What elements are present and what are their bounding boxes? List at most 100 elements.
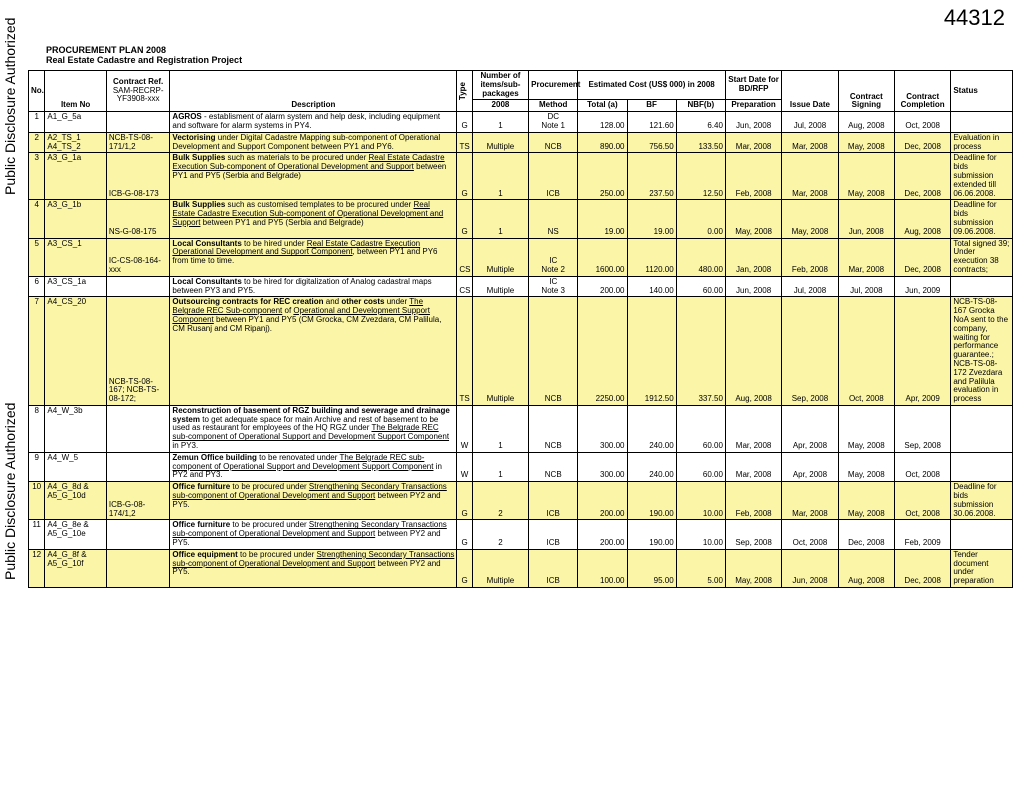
table-cell: 200.00 bbox=[578, 276, 627, 297]
table-cell: 10 bbox=[29, 482, 45, 520]
table-cell: Mar, 2008 bbox=[838, 238, 894, 276]
table-cell: A3_G_1b bbox=[45, 200, 106, 238]
table-cell: Outsourcing contracts for REC creation a… bbox=[170, 297, 457, 406]
table-cell: Deadline for bids submission 30.06.2008. bbox=[951, 482, 1013, 520]
table-row: 3A3_G_1aICB-G-08-173Bulk Supplies such a… bbox=[29, 153, 1013, 200]
table-cell: ICB bbox=[529, 153, 578, 200]
table-cell: 1 bbox=[29, 112, 45, 133]
table-cell: Mar, 2008 bbox=[782, 132, 838, 153]
table-cell: 890.00 bbox=[578, 132, 627, 153]
table-cell: Reconstruction of basement of RGZ buildi… bbox=[170, 405, 457, 452]
table-cell: Apr, 2008 bbox=[782, 452, 838, 481]
table-cell: Mar, 2008 bbox=[725, 452, 781, 481]
table-cell: G bbox=[457, 520, 472, 549]
table-cell: 128.00 bbox=[578, 112, 627, 133]
table-cell: G bbox=[457, 549, 472, 587]
table-cell: G bbox=[457, 112, 472, 133]
table-cell: A4_W_3b bbox=[45, 405, 106, 452]
table-cell: Office equipment to be procured under St… bbox=[170, 549, 457, 587]
table-cell bbox=[951, 520, 1013, 549]
table-cell: May, 2008 bbox=[838, 405, 894, 452]
table-row: 1A1_G_5aAGROS - establisment of alarm sy… bbox=[29, 112, 1013, 133]
table-cell: Multiple bbox=[472, 238, 528, 276]
table-cell: Aug, 2008 bbox=[838, 112, 894, 133]
table-cell: 0.00 bbox=[676, 200, 725, 238]
table-cell: Apr, 2008 bbox=[782, 405, 838, 452]
hdr-est: Estimated Cost (US$ 000) in 2008 bbox=[578, 71, 726, 100]
table-cell: 9 bbox=[29, 452, 45, 481]
table-cell: Oct, 2008 bbox=[894, 482, 950, 520]
table-cell: A4_G_8f & A5_G_10f bbox=[45, 549, 106, 587]
table-cell: A3_CS_1 bbox=[45, 238, 106, 276]
table-cell: May, 2008 bbox=[725, 549, 781, 587]
table-cell: NCB bbox=[529, 132, 578, 153]
table-cell: 200.00 bbox=[578, 482, 627, 520]
hdr-comp: ContractCompletion bbox=[894, 71, 950, 112]
table-row: 2A2_TS_1 A4_TS_2NCB-TS-08-171/1,2Vectori… bbox=[29, 132, 1013, 153]
table-cell: Bulk Supplies such as materials to be pr… bbox=[170, 153, 457, 200]
table-cell: W bbox=[457, 452, 472, 481]
table-cell: Sep, 2008 bbox=[894, 405, 950, 452]
table-cell: TS bbox=[457, 132, 472, 153]
table-cell: 6 bbox=[29, 276, 45, 297]
table-cell: 12.50 bbox=[676, 153, 725, 200]
table-row: 12A4_G_8f & A5_G_10fOffice equipment to … bbox=[29, 549, 1013, 587]
table-cell: Oct, 2008 bbox=[894, 452, 950, 481]
table-cell: Oct, 2008 bbox=[838, 297, 894, 406]
table-cell: 6.40 bbox=[676, 112, 725, 133]
hdr-pkg2: 2008 bbox=[472, 100, 528, 112]
table-row: 10A4_G_8d & A5_G_10dICB-G-08-174/1,2Offi… bbox=[29, 482, 1013, 520]
table-cell: Office furniture to be procured under St… bbox=[170, 520, 457, 549]
table-row: 8A4_W_3bReconstruction of basement of RG… bbox=[29, 405, 1013, 452]
table-cell: Jun, 2009 bbox=[894, 276, 950, 297]
table-cell: NCB-TS-08-167 Grocka NoA sent to the com… bbox=[951, 297, 1013, 406]
table-header: No. Item No Contract Ref.SAM-RECRP-YF390… bbox=[29, 71, 1013, 112]
table-cell: IC-CS-08-164-xxx bbox=[106, 238, 170, 276]
table-cell: A4_CS_20 bbox=[45, 297, 106, 406]
table-cell: Jul, 2008 bbox=[782, 276, 838, 297]
table-row: 5A3_CS_1IC-CS-08-164-xxxLocal Consultant… bbox=[29, 238, 1013, 276]
table-cell: A4_G_8e & A5_G_10e bbox=[45, 520, 106, 549]
table-cell: Dec, 2008 bbox=[894, 549, 950, 587]
table-cell: ICB-G-08-173 bbox=[106, 153, 170, 200]
table-cell: NCB bbox=[529, 297, 578, 406]
title-line2: Real Estate Cadastre and Registration Pr… bbox=[46, 55, 1020, 65]
table-cell bbox=[106, 520, 170, 549]
hdr-ref: Contract Ref.SAM-RECRP-YF3908-xxx bbox=[106, 71, 170, 112]
table-cell: NS-G-08-175 bbox=[106, 200, 170, 238]
table-cell: Jun, 2008 bbox=[725, 276, 781, 297]
table-cell bbox=[951, 405, 1013, 452]
table-cell: Deadline for bids submission extended ti… bbox=[951, 153, 1013, 200]
table-cell: 337.50 bbox=[676, 297, 725, 406]
table-cell: Dec, 2008 bbox=[838, 520, 894, 549]
table-cell: Multiple bbox=[472, 276, 528, 297]
table-cell: Office furniture to be procured under St… bbox=[170, 482, 457, 520]
table-row: 4A3_G_1bNS-G-08-175Bulk Supplies such as… bbox=[29, 200, 1013, 238]
table-cell: 1912.50 bbox=[627, 297, 676, 406]
table-cell: 300.00 bbox=[578, 405, 627, 452]
table-cell: Tender document under preparation bbox=[951, 549, 1013, 587]
hdr-pkg1: Number of items/sub-packages bbox=[472, 71, 528, 100]
table-row: 11A4_G_8e & A5_G_10eOffice furniture to … bbox=[29, 520, 1013, 549]
title-line1: PROCUREMENT PLAN 2008 bbox=[46, 45, 1020, 55]
table-cell: ICB bbox=[529, 520, 578, 549]
table-cell bbox=[951, 276, 1013, 297]
table-cell: Aug, 2008 bbox=[894, 200, 950, 238]
hdr-no: No. bbox=[29, 71, 45, 112]
table-cell: NCB bbox=[529, 405, 578, 452]
table-cell: A3_G_1a bbox=[45, 153, 106, 200]
table-cell: Mar, 2008 bbox=[782, 482, 838, 520]
table-cell: Mar, 2008 bbox=[725, 132, 781, 153]
hdr-total: Total (a) bbox=[578, 100, 627, 112]
hdr-issue: Issue Date bbox=[782, 71, 838, 112]
table-cell: 19.00 bbox=[627, 200, 676, 238]
table-cell: Apr, 2009 bbox=[894, 297, 950, 406]
table-cell: Aug, 2008 bbox=[838, 549, 894, 587]
table-cell: 240.00 bbox=[627, 405, 676, 452]
table-cell: 1600.00 bbox=[578, 238, 627, 276]
watermark-1: Public Disclosure Authorized bbox=[2, 18, 18, 195]
table-cell: ICB bbox=[529, 482, 578, 520]
table-cell: 95.00 bbox=[627, 549, 676, 587]
table-cell: A2_TS_1 A4_TS_2 bbox=[45, 132, 106, 153]
hdr-bf: BF bbox=[627, 100, 676, 112]
